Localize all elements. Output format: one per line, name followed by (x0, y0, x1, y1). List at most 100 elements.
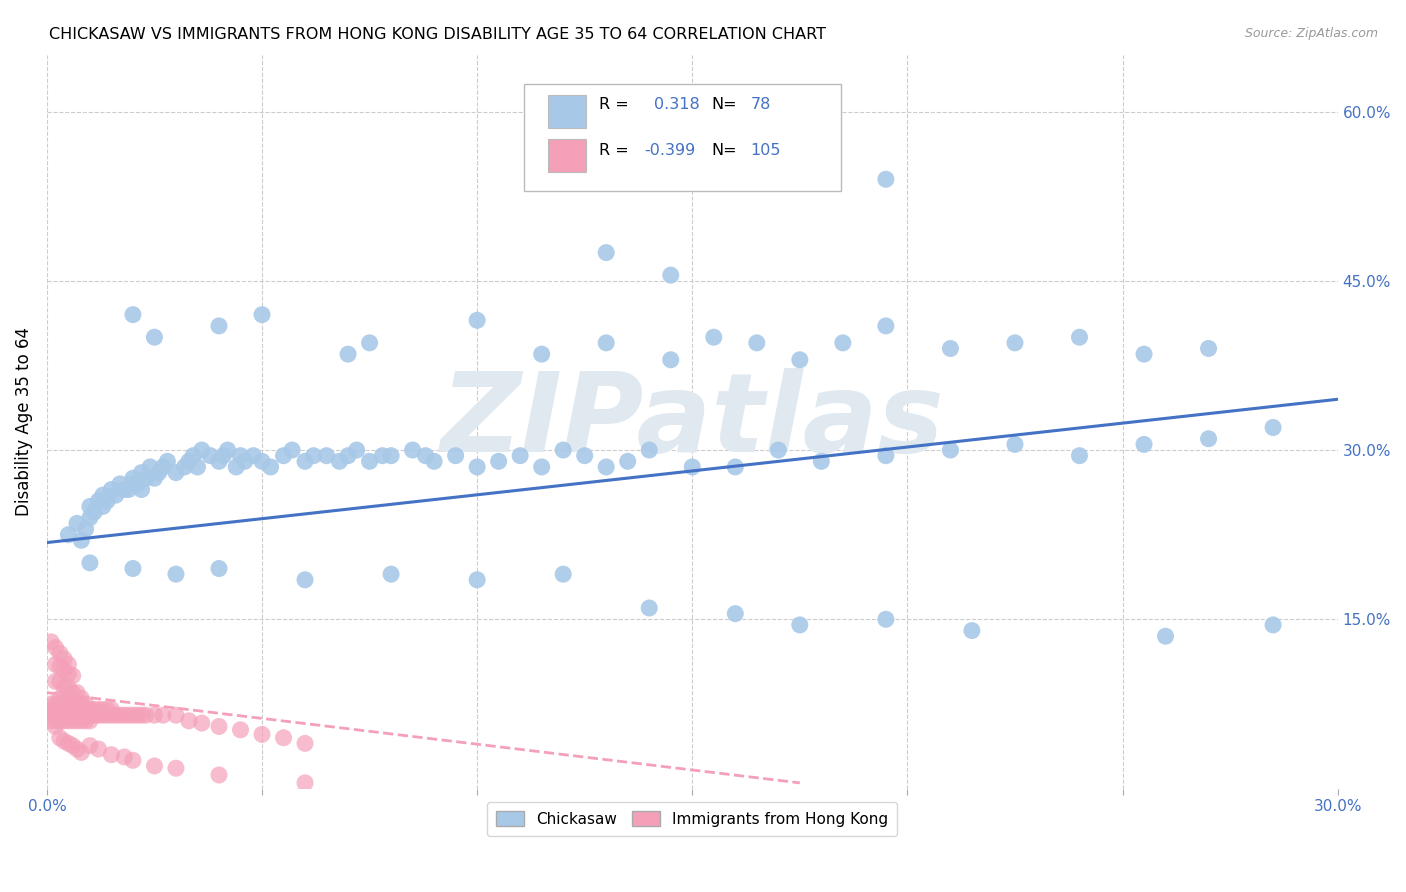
Point (112, 483, 135, 497)
Point (87, 493, 110, 508)
Point (83, 708, 105, 723)
Point (70, 714, 93, 728)
Point (91, 708, 114, 723)
Point (87, 702, 110, 716)
Point (58, 680, 80, 694)
Point (229, 723, 252, 737)
Text: -0.399: -0.399 (644, 143, 696, 158)
Point (96, 493, 118, 508)
Point (315, 449, 337, 463)
Point (58, 527, 80, 541)
Point (148, 466, 170, 480)
Point (208, 719, 231, 733)
Point (39, 702, 62, 716)
Point (143, 708, 166, 723)
Point (117, 708, 139, 723)
Point (39, 714, 62, 728)
Point (875, 449, 897, 463)
Point (66, 742, 89, 756)
Point (233, 454, 256, 468)
Point (49, 702, 72, 716)
Point (1004, 437, 1026, 451)
Point (574, 449, 596, 463)
Point (242, 449, 264, 463)
Point (191, 716, 214, 731)
Point (79, 739, 101, 753)
Point (70, 533, 93, 548)
Point (58, 702, 80, 716)
Point (122, 561, 145, 575)
Point (212, 449, 235, 463)
Point (66, 697, 89, 711)
Point (638, 443, 661, 458)
Point (108, 476, 131, 491)
Point (553, 567, 575, 582)
Point (444, 449, 467, 463)
Point (75, 708, 97, 723)
Point (165, 567, 187, 582)
Point (143, 330, 166, 344)
Point (191, 443, 214, 458)
Point (44, 702, 66, 716)
Point (1133, 347, 1156, 361)
Point (58, 697, 80, 711)
Point (465, 573, 488, 587)
Point (75, 702, 97, 716)
Point (423, 454, 446, 468)
Point (49, 714, 72, 728)
Point (53, 714, 76, 728)
Point (49, 659, 72, 673)
Point (66, 516, 89, 531)
Text: R =: R = (599, 96, 628, 112)
Point (1133, 437, 1156, 451)
Point (122, 476, 145, 491)
Point (62, 669, 84, 683)
Point (44, 697, 66, 711)
Point (70, 708, 93, 723)
Point (58, 708, 80, 723)
Point (58, 691, 80, 706)
Point (960, 624, 983, 638)
Point (724, 607, 747, 621)
Y-axis label: Disability Age 35 to 64: Disability Age 35 to 64 (15, 327, 32, 516)
Point (49, 708, 72, 723)
Legend: Chickasaw, Immigrants from Hong Kong: Chickasaw, Immigrants from Hong Kong (488, 802, 897, 836)
Point (70, 702, 93, 716)
Point (294, 573, 316, 587)
Point (875, 612, 897, 626)
Point (44, 714, 66, 728)
Point (359, 454, 381, 468)
Point (259, 460, 281, 475)
Point (49, 674, 72, 689)
Point (53, 697, 76, 711)
Text: 78: 78 (751, 96, 770, 112)
Point (208, 768, 231, 782)
Point (1198, 342, 1220, 356)
Text: 105: 105 (751, 143, 780, 158)
Point (66, 702, 89, 716)
Point (659, 352, 682, 367)
Point (91, 488, 114, 502)
Point (173, 460, 195, 475)
Point (122, 308, 145, 322)
Point (122, 708, 145, 723)
Point (100, 747, 122, 762)
Point (200, 449, 222, 463)
Point (49, 697, 72, 711)
Point (638, 601, 661, 615)
Point (465, 460, 488, 475)
Text: R =: R = (599, 143, 628, 158)
Point (1069, 330, 1091, 344)
Point (62, 702, 84, 716)
Point (62, 714, 84, 728)
Point (875, 318, 897, 333)
Point (70, 697, 93, 711)
Text: N=: N= (711, 96, 737, 112)
Point (62, 685, 84, 699)
FancyBboxPatch shape (548, 95, 586, 128)
Point (104, 488, 127, 502)
Point (104, 708, 127, 723)
Point (208, 454, 231, 468)
Point (83, 505, 105, 519)
Point (117, 483, 139, 497)
